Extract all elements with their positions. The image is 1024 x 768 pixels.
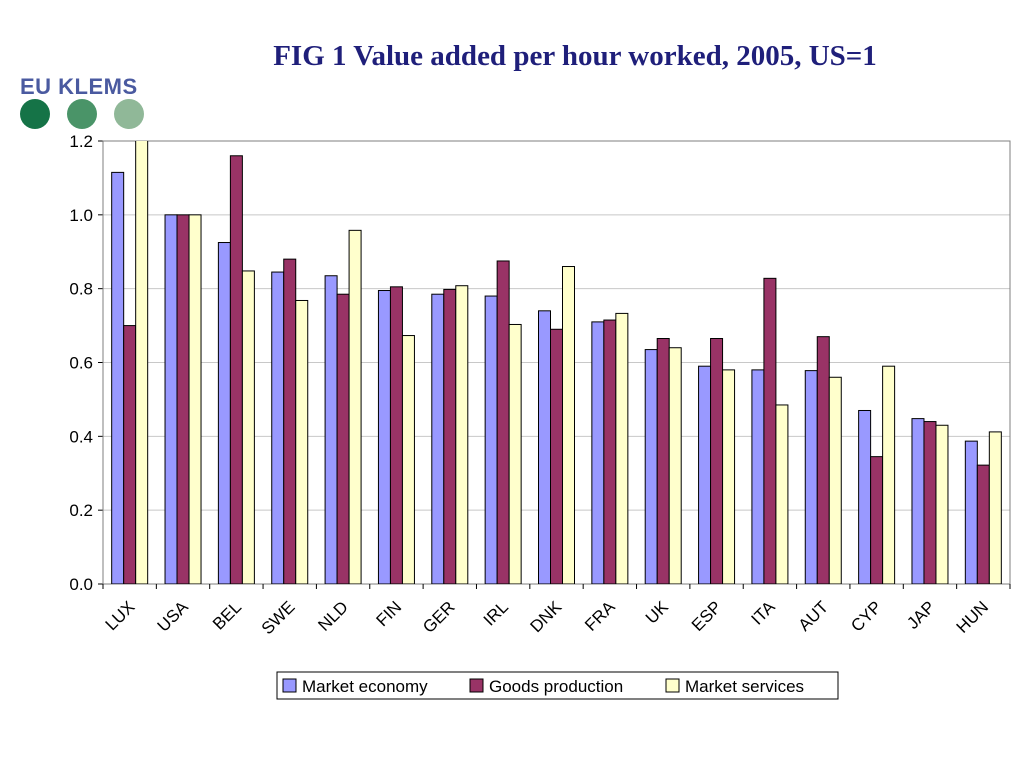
x-category-label: LUX: [102, 597, 139, 634]
bar: [164, 214, 178, 584]
bar: [656, 338, 670, 584]
legend: Market economy Goods production Market ser…: [276, 671, 839, 700]
bar: [923, 421, 937, 584]
x-category-label: DNK: [527, 597, 566, 636]
x-category-label: USA: [154, 597, 193, 636]
bar: [229, 155, 243, 584]
bar: [751, 369, 765, 584]
bar: [111, 171, 125, 584]
bar: [324, 275, 338, 584]
bar: [988, 431, 1002, 584]
bar: [882, 365, 896, 584]
bar: [348, 229, 362, 584]
bar: [484, 295, 498, 584]
legend-label: Goods production: [489, 677, 623, 696]
bar: [615, 312, 629, 584]
bar: [804, 370, 818, 584]
bar: [591, 321, 605, 584]
y-tick-label: 1.0: [69, 206, 93, 225]
legend-label: Market services: [685, 677, 804, 696]
bar: [964, 440, 978, 584]
logo-dot-dark-green: [20, 99, 50, 129]
bar: [401, 335, 415, 584]
bar: [176, 214, 190, 584]
bar: [562, 266, 575, 584]
logo-text: EU KLEMS: [20, 74, 138, 99]
bar: [775, 404, 789, 584]
bar: [550, 328, 563, 584]
bar: [455, 285, 469, 584]
bar: [710, 338, 724, 584]
bar: [123, 325, 137, 584]
x-category-label: IRL: [480, 597, 512, 629]
x-category-label: NLD: [314, 597, 351, 634]
x-category-label: ESP: [688, 597, 725, 634]
bar: [870, 456, 884, 584]
eu-klems-logo: EU KLEMS: [18, 72, 158, 134]
x-category-label: GER: [419, 597, 458, 636]
bar: [389, 286, 403, 584]
y-tick-label: 0.6: [69, 354, 93, 373]
bar: [443, 288, 457, 584]
x-category-label: CYP: [847, 597, 885, 635]
bar: [241, 270, 255, 584]
bar: [816, 336, 830, 584]
y-tick-label: 0.4: [69, 427, 93, 446]
logo-dot-mid-green: [67, 99, 97, 129]
bar: [976, 464, 990, 584]
bar: [377, 290, 391, 584]
legend-label: Market economy: [302, 677, 428, 696]
bar: [828, 376, 842, 584]
legend-swatch: [469, 678, 484, 693]
y-tick-label: 1.2: [69, 132, 93, 151]
x-category-label: FRA: [581, 597, 619, 635]
legend-box: [276, 671, 839, 700]
logo-dot-light-green: [114, 99, 144, 129]
x-category-label: BEL: [209, 597, 245, 633]
bar: [336, 293, 350, 584]
bar: [217, 242, 231, 584]
x-category-label: JAP: [903, 597, 938, 632]
chart-title: FIG 1 Value added per hour worked, 2005,…: [273, 40, 877, 72]
x-category-label: AUT: [795, 597, 832, 634]
y-tick-label: 0.2: [69, 501, 93, 520]
bar: [644, 349, 658, 584]
bars-group: [111, 141, 1002, 584]
bar: [698, 365, 712, 584]
bar: [135, 141, 149, 584]
bar: [271, 271, 285, 584]
x-category-label: HUN: [953, 597, 992, 636]
bar: [668, 347, 682, 584]
bar: [538, 310, 551, 584]
bar: [496, 260, 510, 584]
bar: [295, 299, 309, 584]
bar: [188, 214, 202, 584]
x-category-label: FIN: [372, 597, 405, 630]
x-category-label: ITA: [747, 597, 779, 629]
bar: [722, 369, 736, 584]
y-tick-label: 0.8: [69, 280, 93, 299]
bar: [283, 258, 297, 584]
bar: [763, 277, 777, 584]
y-tick-label: 0.0: [69, 575, 93, 594]
bar: [603, 319, 617, 584]
x-category-label: UK: [642, 597, 673, 628]
bar: [508, 323, 522, 584]
legend-swatch: [665, 678, 680, 693]
bar: [935, 424, 949, 584]
legend-swatch: [282, 678, 297, 693]
bar: [431, 293, 445, 584]
x-category-label: SWE: [258, 597, 299, 638]
bar: [858, 409, 872, 584]
bar: [911, 418, 925, 584]
